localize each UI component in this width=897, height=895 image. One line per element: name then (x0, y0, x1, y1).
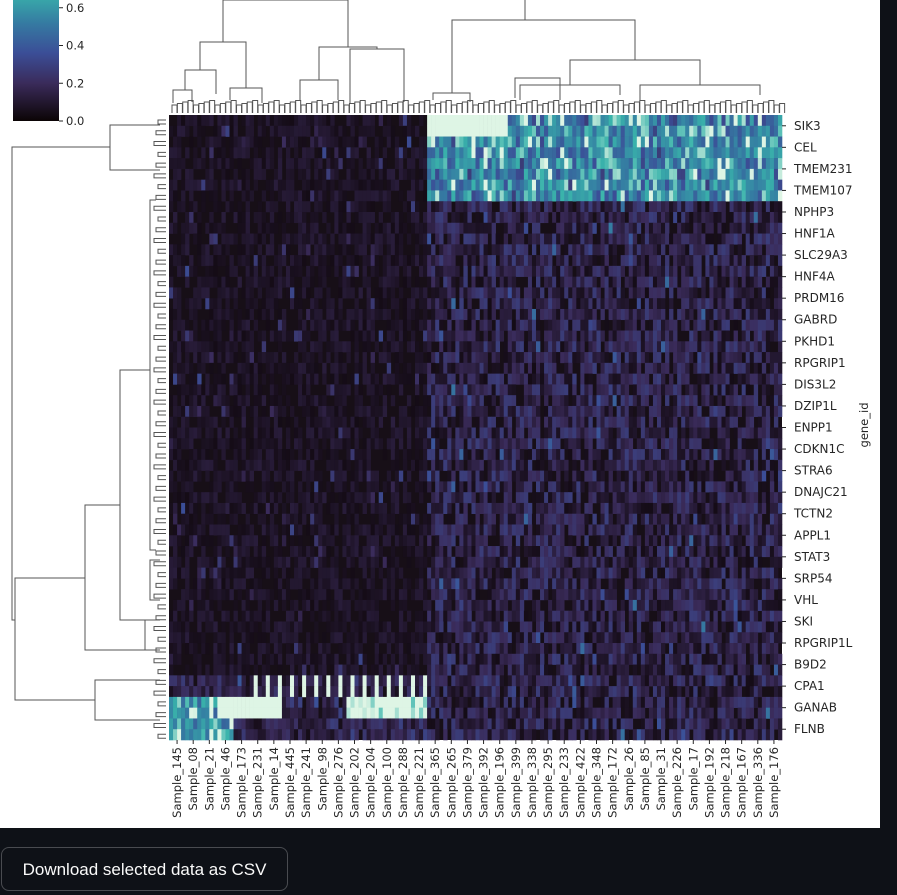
row-label-hnf1a: HNF1A (794, 227, 836, 241)
colorbar-tick-label: 0.6 (66, 1, 84, 15)
column-label-sample-365: Sample_365 (428, 747, 442, 818)
column-label-sample-85: Sample_85 (638, 747, 652, 811)
row-label-dzip1l: DZIP1L (794, 399, 837, 413)
row-label-tctn2: TCTN2 (793, 507, 833, 521)
column-label-sample-218: Sample_218 (719, 747, 733, 818)
colorbar-gradient (13, 0, 59, 121)
row-label-pkhd1: PKHD1 (794, 334, 835, 348)
column-label-sample-231: Sample_231 (251, 747, 265, 818)
column-label-sample-348: Sample_348 (589, 747, 603, 818)
column-label-sample-145: Sample_145 (170, 747, 184, 818)
column-label-sample-14: Sample_14 (267, 747, 281, 811)
row-label-rpgrip1l: RPGRIP1L (794, 636, 853, 650)
row-label-stat3: STAT3 (794, 550, 830, 564)
row-label-gabrd: GABRD (794, 313, 837, 327)
row-label-dis3l2: DIS3L2 (794, 377, 836, 391)
row-label-cdkn1c: CDKN1C (794, 442, 844, 456)
row-label-hnf4a: HNF4A (794, 270, 836, 284)
column-label-sample-379: Sample_379 (460, 747, 474, 818)
column-label-sample-26: Sample_26 (622, 747, 636, 811)
row-label-dnajc21: DNAJC21 (794, 485, 848, 499)
colorbar: 0.0 0.2 0.4 0.6 (13, 0, 84, 128)
column-label-sample-288: Sample_288 (396, 747, 410, 818)
y-axis-label: gene_id (857, 403, 871, 448)
row-label-slc29a3: SLC29A3 (794, 248, 848, 262)
column-label-sample-233: Sample_233 (557, 747, 571, 818)
column-label-sample-17: Sample_17 (686, 747, 700, 811)
column-label-sample-100: Sample_100 (380, 747, 394, 818)
column-label-sample-241: Sample_241 (299, 747, 313, 818)
clustermap-figure: 0.0 0.2 0.4 0.6 SIK3 CEL TMEM231 TMEM107 NPHP3 H… (0, 0, 880, 828)
column-dendrogram (171, 0, 786, 113)
row-label-cel: CEL (794, 140, 817, 154)
column-label-sample-192: Sample_192 (702, 747, 716, 818)
column-label-sample-172: Sample_172 (606, 747, 620, 818)
row-label-vhl: VHL (794, 593, 818, 607)
colorbar-tick-label: 0.2 (66, 76, 84, 90)
row-label-enpp1: ENPP1 (794, 421, 833, 435)
row-label-ganab: GANAB (794, 701, 837, 715)
column-label-sample-98: Sample_98 (315, 747, 329, 811)
row-label-appl1: APPL1 (794, 528, 831, 542)
column-label-sample-336: Sample_336 (751, 747, 765, 818)
column-label-sample-338: Sample_338 (525, 747, 539, 818)
row-label-tmem107: TMEM107 (793, 183, 853, 197)
clustermap-chart: 0.0 0.2 0.4 0.6 SIK3 CEL TMEM231 TMEM107 NPHP3 H… (11, 0, 871, 818)
column-label-sample-265: Sample_265 (444, 747, 458, 818)
column-label-sample-176: Sample_176 (767, 747, 781, 818)
row-label-srp54: SRP54 (794, 571, 832, 585)
column-label-sample-31: Sample_31 (654, 747, 668, 811)
row-label-rpgrip1: RPGRIP1 (794, 356, 846, 370)
row-label-flnb: FLNB (794, 722, 825, 736)
column-label-sample-167: Sample_167 (735, 747, 749, 818)
row-label-ski: SKI (794, 614, 813, 628)
row-label-tmem231: TMEM231 (793, 162, 853, 176)
row-label-cpa1: CPA1 (794, 679, 825, 693)
row-label-b9d2: B9D2 (794, 658, 827, 672)
row-label-prdm16: PRDM16 (794, 291, 844, 305)
column-label-sample-46: Sample_46 (218, 747, 232, 811)
column-label-sample-21: Sample_21 (202, 747, 216, 811)
download-csv-button[interactable]: Download selected data as CSV (1, 847, 288, 891)
row-label-sik3: SIK3 (794, 119, 821, 133)
column-label-sample-422: Sample_422 (573, 747, 587, 818)
colorbar-tick-label: 0.4 (66, 39, 84, 53)
column-label-sample-08: Sample_08 (186, 747, 200, 811)
column-label-sample-221: Sample_221 (412, 747, 426, 818)
column-label-sample-295: Sample_295 (541, 747, 555, 818)
column-label-sample-445: Sample_445 (283, 747, 297, 818)
column-label-sample-276: Sample_276 (331, 747, 345, 818)
column-label-sample-202: Sample_202 (348, 747, 362, 818)
colorbar-tick-label: 0.0 (66, 114, 84, 128)
column-label-sample-173: Sample_173 (235, 747, 249, 818)
column-label-sample-392: Sample_392 (477, 747, 491, 818)
row-label-nphp3: NPHP3 (794, 205, 834, 219)
column-label-sample-196: Sample_196 (493, 747, 507, 818)
column-label-sample-204: Sample_204 (364, 747, 378, 818)
row-label-stra6: STRA6 (794, 464, 833, 478)
column-label-sample-226: Sample_226 (670, 747, 684, 818)
heatmap-cells (169, 115, 783, 741)
row-dendrogram (11, 119, 166, 739)
column-label-sample-399: Sample_399 (509, 747, 523, 818)
